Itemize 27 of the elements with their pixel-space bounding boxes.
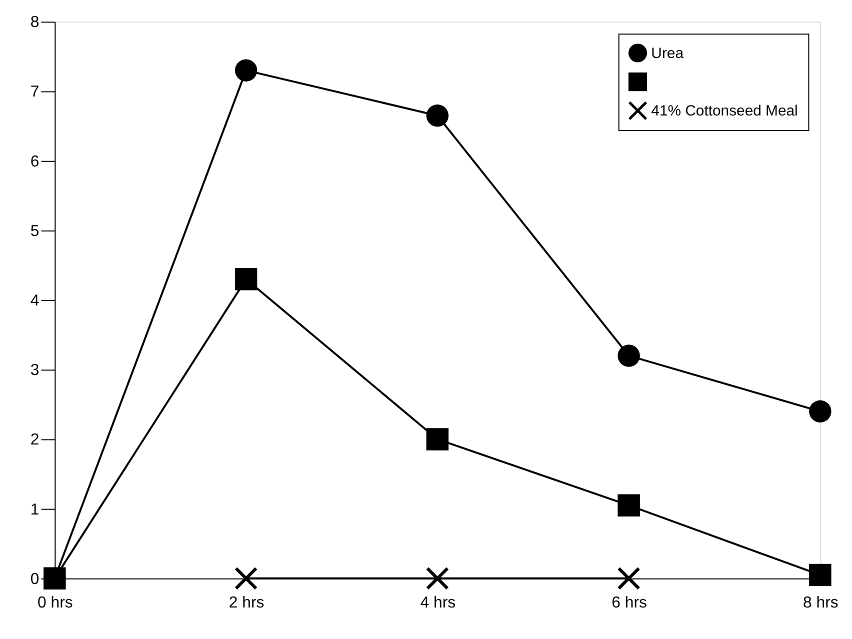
y-tick-label: 5 — [30, 222, 40, 240]
x-tick-label: 4 hrs — [420, 594, 456, 612]
point — [234, 59, 258, 82]
legend-label: 41% Cottonseed Meal — [651, 104, 798, 120]
point — [234, 567, 258, 590]
y-tick-label: 7 — [30, 84, 40, 101]
y-tick-label: 6 — [30, 153, 40, 170]
x-tick-label: 8 hrs — [803, 594, 838, 612]
y-tick-label: 8 — [30, 14, 40, 32]
point — [234, 268, 258, 290]
point — [618, 344, 640, 367]
x-tick-label: 0 hrs — [38, 594, 73, 612]
point — [618, 567, 640, 590]
x-tick-label: 2 hrs — [228, 594, 264, 612]
point — [426, 567, 449, 590]
y-tick-label: 3 — [30, 362, 40, 380]
y-tick-label: 1 — [30, 501, 40, 518]
point — [426, 428, 449, 450]
point — [809, 564, 832, 586]
x-tick-label: 6 hrs — [612, 594, 648, 612]
legend-label: Urea — [651, 46, 684, 62]
point — [426, 104, 449, 127]
y-tick-label: 4 — [30, 292, 40, 310]
point — [809, 400, 832, 422]
point — [618, 494, 640, 516]
y-tick-label: 2 — [30, 432, 40, 449]
y-tick-label: 0 — [30, 570, 40, 588]
